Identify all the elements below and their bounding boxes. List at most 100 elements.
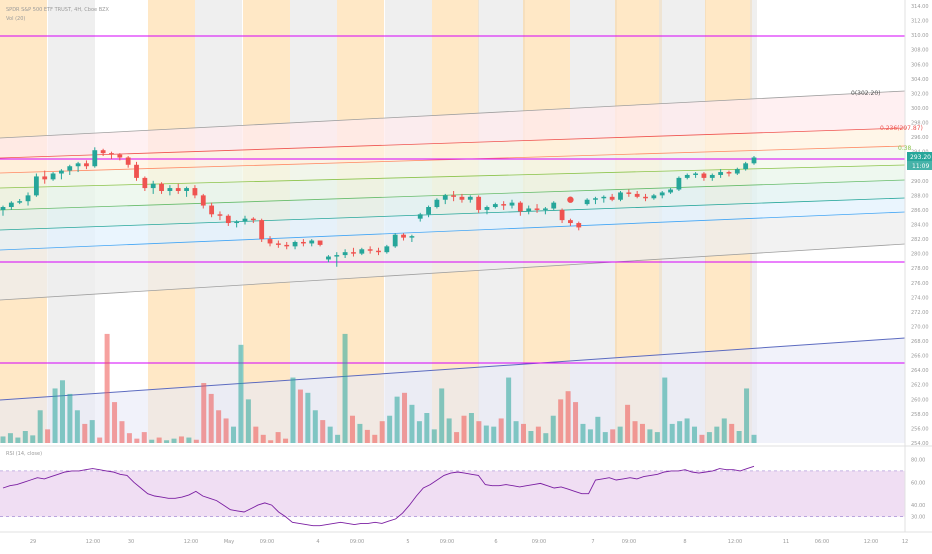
- candle[interactable]: [184, 186, 189, 197]
- candle[interactable]: [509, 199, 515, 209]
- candle[interactable]: [568, 218, 573, 226]
- candle[interactable]: [309, 239, 315, 247]
- candle[interactable]: [351, 247, 356, 257]
- candle[interactable]: [492, 202, 498, 209]
- candle[interactable]: [200, 193, 206, 209]
- candle[interactable]: [743, 161, 749, 171]
- candle[interactable]: [467, 195, 473, 203]
- candle[interactable]: [317, 240, 323, 247]
- candle[interactable]: [726, 170, 732, 177]
- price-axis[interactable]: 314.00 312.00 310.00 308.00 306.00 304.00 302.…: [904, 0, 929, 532]
- candle[interactable]: [67, 164, 73, 175]
- candle[interactable]: [0, 205, 6, 216]
- candle[interactable]: [659, 190, 665, 199]
- candle[interactable]: [718, 169, 724, 178]
- candle[interactable]: [259, 218, 265, 242]
- candle-body: [501, 204, 507, 206]
- candle[interactable]: [284, 241, 290, 250]
- candle[interactable]: [59, 169, 64, 180]
- candle[interactable]: [209, 202, 215, 218]
- candle[interactable]: [559, 208, 565, 224]
- candle[interactable]: [175, 183, 181, 194]
- candle[interactable]: [334, 252, 340, 267]
- candle[interactable]: [593, 196, 598, 205]
- candle[interactable]: [33, 173, 39, 197]
- candle[interactable]: [100, 148, 106, 157]
- candle[interactable]: [192, 185, 198, 199]
- candle[interactable]: [551, 201, 557, 210]
- rsi-pane[interactable]: 80.00 60.00 40.00 30.00: [0, 445, 932, 527]
- candle[interactable]: [676, 176, 682, 191]
- candle[interactable]: [326, 255, 331, 263]
- candle[interactable]: [517, 201, 523, 216]
- candle[interactable]: [401, 233, 406, 241]
- candle[interactable]: [167, 185, 173, 196]
- candle[interactable]: [693, 172, 698, 178]
- candle[interactable]: [384, 244, 390, 254]
- candle[interactable]: [484, 205, 490, 215]
- candle[interactable]: [609, 193, 615, 202]
- candle[interactable]: [367, 246, 373, 254]
- candle[interactable]: [651, 193, 657, 200]
- candle[interactable]: [342, 249, 348, 259]
- candlesticks[interactable]: [0, 147, 757, 267]
- candle[interactable]: [359, 247, 365, 256]
- candle[interactable]: [701, 172, 707, 181]
- candle[interactable]: [643, 193, 648, 202]
- candle[interactable]: [17, 199, 23, 205]
- candle[interactable]: [409, 234, 415, 242]
- candle[interactable]: [684, 173, 690, 180]
- candle[interactable]: [601, 195, 607, 203]
- candle[interactable]: [267, 236, 273, 247]
- volume-bar: [639, 423, 645, 443]
- candle[interactable]: [292, 240, 298, 250]
- candle[interactable]: [25, 192, 31, 206]
- candle[interactable]: [275, 240, 281, 248]
- candle[interactable]: [150, 180, 156, 194]
- candle[interactable]: [125, 156, 131, 168]
- candle[interactable]: [734, 167, 740, 175]
- candle[interactable]: [92, 147, 98, 168]
- candle[interactable]: [142, 176, 148, 191]
- candle[interactable]: [709, 173, 715, 181]
- candle[interactable]: [234, 220, 240, 228]
- candle[interactable]: [442, 193, 448, 205]
- time-axis[interactable]: 29 12:00 30 12:00 May 09:00 4 09:00 5 09:00 6 09:00…: [0, 531, 932, 545]
- candle[interactable]: [50, 172, 56, 181]
- candle[interactable]: [84, 160, 89, 170]
- candle[interactable]: [542, 207, 548, 215]
- candle[interactable]: [392, 233, 398, 248]
- candle[interactable]: [225, 214, 231, 226]
- candle[interactable]: [134, 161, 139, 181]
- candle[interactable]: [534, 204, 540, 213]
- candle[interactable]: [626, 189, 632, 197]
- candle[interactable]: [434, 198, 440, 209]
- candle[interactable]: [301, 239, 306, 247]
- candle[interactable]: [117, 153, 123, 161]
- candle[interactable]: [476, 195, 482, 213]
- candle[interactable]: [8, 201, 14, 210]
- candle[interactable]: [634, 190, 640, 199]
- candle[interactable]: [426, 205, 431, 218]
- candle[interactable]: [250, 217, 256, 224]
- candle[interactable]: [75, 161, 81, 173]
- candle[interactable]: [417, 212, 423, 222]
- candle[interactable]: [751, 156, 757, 165]
- candle[interactable]: [459, 193, 465, 203]
- candle[interactable]: [217, 211, 223, 221]
- price-axis-label: 296.00: [911, 135, 929, 141]
- candle[interactable]: [242, 215, 248, 225]
- candle[interactable]: [668, 188, 673, 194]
- candle[interactable]: [576, 221, 582, 231]
- candle[interactable]: [618, 190, 623, 202]
- candle[interactable]: [501, 201, 507, 210]
- candle[interactable]: [584, 198, 590, 206]
- candle[interactable]: [42, 170, 48, 184]
- candle[interactable]: [159, 182, 164, 194]
- candle[interactable]: [376, 247, 381, 256]
- candle[interactable]: [526, 205, 532, 215]
- candle[interactable]: [451, 190, 456, 202]
- candle[interactable]: [109, 151, 114, 159]
